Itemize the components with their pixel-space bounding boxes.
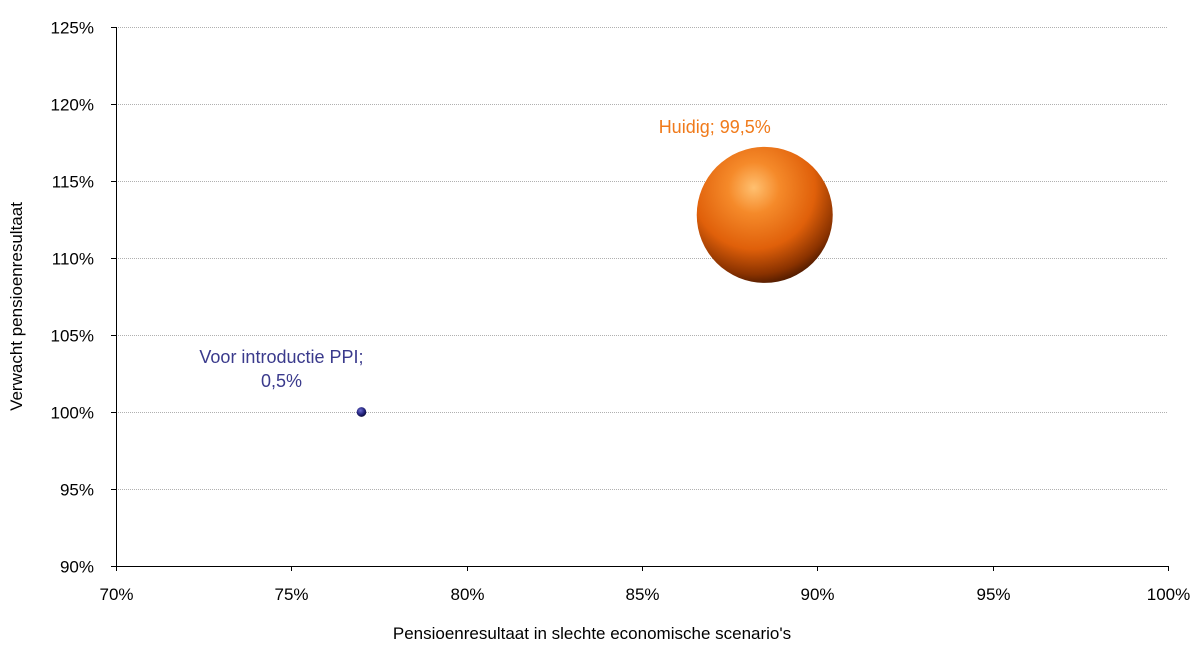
bubble-point-0 <box>356 407 367 417</box>
x-tick-label: 80% <box>450 585 484 604</box>
bubble-point-1 <box>696 146 833 283</box>
x-tick-label: 90% <box>800 585 834 604</box>
tick-labels: 90% 95% 100% 105% 110% 115% 120% 125% 70% 75% 80% 8… <box>51 19 1191 605</box>
x-tick-label: 95% <box>976 585 1010 604</box>
x-tick-label: 75% <box>274 585 308 604</box>
data-labels: Voor introductie PPI; 0,5% Huidig; 99,5% <box>199 117 770 391</box>
data-label-1: Huidig; 99,5% <box>659 117 771 137</box>
y-axis-title: Verwacht pensioenresultaat <box>7 202 26 411</box>
x-tick-label: 85% <box>625 585 659 604</box>
axes <box>116 27 1168 567</box>
y-tick-label: 120% <box>51 96 94 115</box>
grid <box>116 27 1168 490</box>
y-tick-label: 95% <box>60 481 94 500</box>
x-tick-label: 70% <box>99 585 133 604</box>
y-tick-label: 105% <box>51 327 94 346</box>
y-tick-label: 125% <box>51 19 94 38</box>
x-axis-title: Pensioenresultaat in slechte economische… <box>393 624 791 643</box>
x-tick-label: 100% <box>1147 585 1190 604</box>
y-tick-label: 110% <box>52 250 94 269</box>
data-label-0: 0,5% <box>261 371 302 391</box>
y-tick-label: 115% <box>52 173 94 192</box>
y-tick-label: 90% <box>60 558 94 577</box>
y-tick-label: 100% <box>51 404 94 423</box>
data-label-0: Voor introductie PPI; <box>199 347 363 367</box>
data-points <box>356 146 833 417</box>
